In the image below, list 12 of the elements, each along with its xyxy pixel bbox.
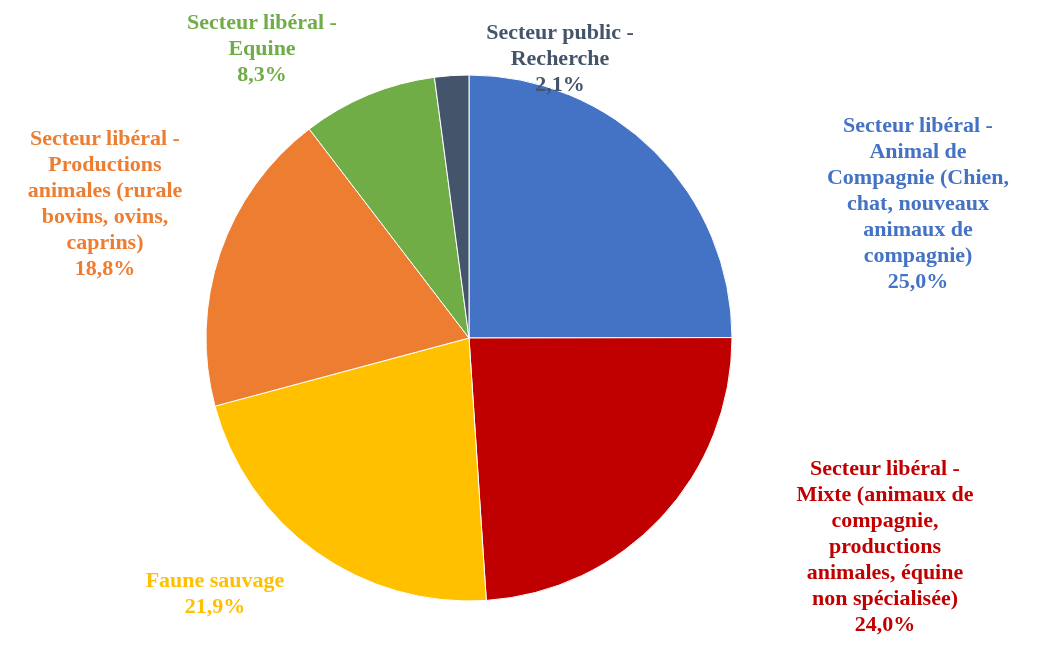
slice-label: Faune sauvage [145,567,285,592]
slice-label: Secteur libéral - Animal de Compagnie (Chien, chat, nouveaux animaux de compagnie) [826,112,1010,267]
slice-label: Secteur libéral - Mixte (animaux de compagnie, productions animales, équine non spécialisée) [796,455,974,610]
data-label: 25,0% [887,268,949,293]
slice-label: Secteur public - Recherche [486,19,634,70]
slice-label: Secteur libéral - Productions animales (rurale bovins, ovins, caprins) [27,125,183,254]
data-label: 8,3% [237,61,287,86]
data-label: 2,1% [535,71,585,96]
data-label: 18,8% [74,255,136,280]
data-label: 21,9% [184,593,246,618]
data-label: 24,0% [854,611,916,636]
slice-label: Secteur libéral - Equine [187,9,337,60]
